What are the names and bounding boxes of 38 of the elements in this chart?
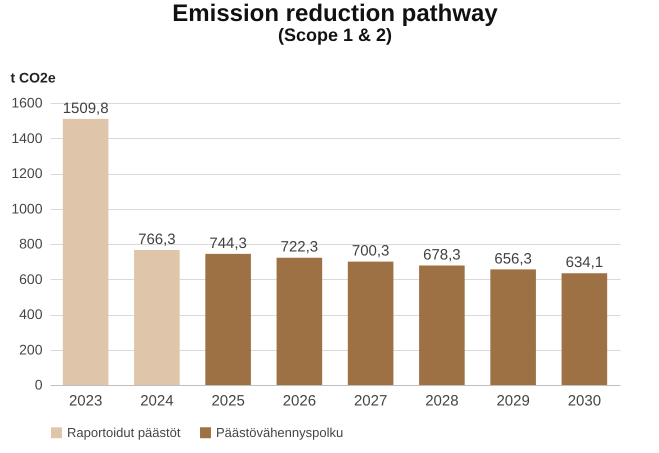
bar (62, 118, 108, 385)
x-tick-label: 2025 (211, 392, 245, 410)
data-label: 1509,8 (62, 100, 109, 117)
y-tick-label: 1000 (11, 200, 43, 216)
data-label: 766,3 (138, 230, 176, 248)
data-label: 700,3 (352, 242, 390, 260)
data-label: 744,3 (209, 234, 247, 252)
bar (562, 273, 608, 385)
x-tick-label: 2029 (496, 392, 530, 410)
bar (276, 258, 322, 385)
x-tick-label: 2023 (68, 392, 102, 410)
chart-subtitle: (Scope 1 & 2) (278, 25, 392, 45)
data-label: 678,3 (423, 246, 461, 264)
x-tick-label: 2027 (354, 392, 388, 410)
y-tick-label: 600 (19, 270, 43, 287)
bar (419, 265, 465, 385)
y-tick-label: 400 (19, 306, 43, 322)
y-axis-title: t CO2e (10, 70, 56, 86)
data-label: 634,1 (566, 254, 604, 272)
bar (348, 262, 394, 385)
y-tick-label: 1600 (11, 94, 43, 110)
data-label: 722,3 (280, 238, 318, 256)
y-tick-label: 1400 (11, 130, 43, 146)
chart-title: Emission reduction pathway (172, 0, 498, 27)
y-tick-label: 200 (19, 341, 43, 358)
bar (205, 254, 251, 385)
bar (490, 269, 536, 385)
data-label: 656,3 (494, 250, 532, 268)
x-tick-label: 2028 (425, 392, 459, 410)
y-tick-label: 0 (34, 376, 43, 392)
legend-label: Päästövähennyspolku (216, 424, 344, 440)
x-tick-label: 2026 (282, 392, 316, 410)
x-tick-label: 2030 (568, 392, 602, 410)
y-tick-label: 800 (19, 236, 43, 252)
x-tick-label: 2024 (140, 392, 174, 410)
y-tick-label: 1200 (11, 165, 43, 181)
bar (134, 250, 180, 385)
legend-label: Raportoidut päästöt (67, 424, 181, 440)
